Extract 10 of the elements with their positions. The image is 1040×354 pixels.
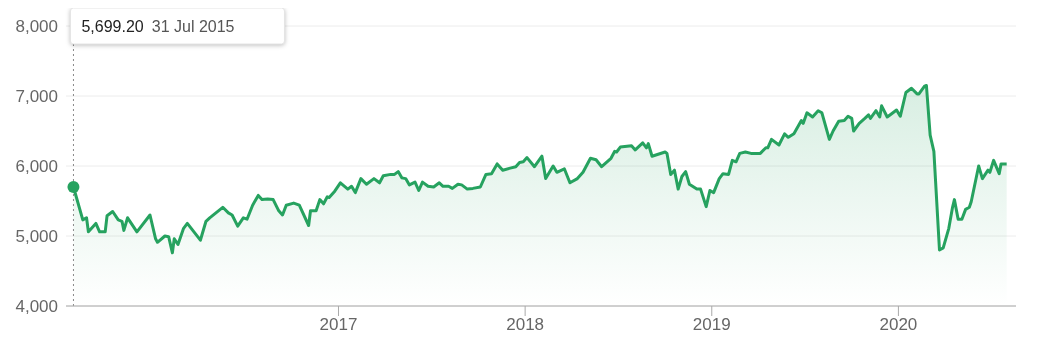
- y-tick-label: 5,000: [15, 227, 58, 247]
- annotation: 5,699.20 31 Jul 2015: [81, 18, 235, 35]
- y-tick-label: 7,000: [15, 87, 58, 107]
- y-tick-label: 8,000: [15, 17, 58, 37]
- x-tick-label: 2018: [506, 315, 545, 335]
- y-tick-label: 6,000: [15, 157, 58, 177]
- x-tick-label: 2019: [692, 315, 731, 335]
- x-tick-label: 2020: [879, 315, 918, 335]
- x-tick-label: 2017: [319, 315, 358, 335]
- y-tick-label: 4,000: [15, 297, 58, 317]
